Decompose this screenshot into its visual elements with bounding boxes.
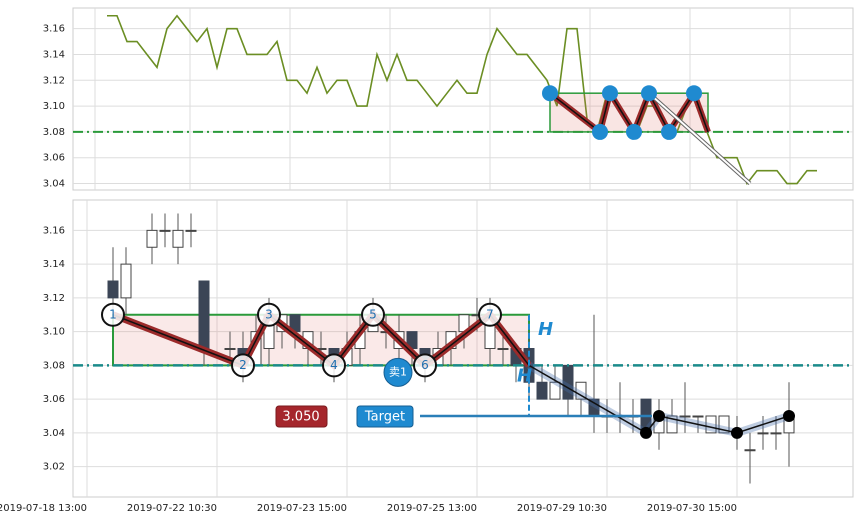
pattern-point: [413, 353, 437, 378]
target-arrow-inner: [648, 92, 751, 185]
candle-body: [198, 280, 210, 349]
x-tick-label: 2019-07-30 15:00: [647, 503, 737, 514]
top-frame: [72, 7, 854, 191]
candle-body: [536, 381, 548, 400]
y-tick-label: 3.16: [43, 24, 65, 35]
x-tick-label: 2019-07-22 10:30: [127, 503, 217, 514]
pattern-label: 7: [486, 307, 494, 321]
target-badge-text: Target: [364, 410, 405, 425]
x-tick-label: 2019-07-23 15:00: [257, 503, 347, 514]
candle-body: [497, 348, 509, 350]
pattern-point: [322, 353, 346, 378]
y-tick-label: 3.04: [43, 179, 65, 190]
pattern-point: [231, 353, 255, 378]
y-tick-label: 3.10: [43, 101, 65, 112]
pattern-point: [257, 302, 281, 327]
pattern-point: [101, 302, 125, 327]
pattern-label: 1: [109, 307, 117, 321]
candle-body: [679, 415, 691, 418]
candle-body: [757, 432, 769, 435]
candle-body: [692, 415, 704, 418]
y-tick-label: 3.16: [43, 225, 65, 236]
y-tick-label: 3.06: [43, 153, 65, 164]
x-tick-label: 2019-07-18 13:00: [0, 503, 87, 514]
bottom-frame: [72, 199, 854, 498]
pattern-point: [602, 85, 618, 102]
pattern-label: 4: [330, 358, 338, 372]
pattern-label: 2: [239, 358, 247, 372]
y-tick-label: 3.14: [43, 259, 65, 270]
pattern-point: [542, 85, 558, 102]
breakdown-point: [640, 426, 652, 439]
pattern-label: 6: [421, 358, 429, 372]
x-tick-label: 2019-07-29 10:30: [517, 503, 607, 514]
candle-body: [549, 381, 561, 400]
pattern-point: [478, 302, 502, 327]
y-tick-label: 3.02: [43, 462, 65, 473]
candle-body: [666, 415, 678, 434]
candle-body: [107, 280, 119, 299]
height-label: H: [517, 365, 532, 386]
x-tick-label: 2019-07-25 13:00: [387, 503, 477, 514]
pattern-label: 5: [369, 307, 377, 321]
candle-body: [120, 263, 132, 299]
target-badge: [356, 405, 414, 428]
candle-body: [172, 229, 184, 248]
candle-body: [185, 229, 197, 232]
breakdown-point: [731, 426, 743, 439]
y-tick-label: 3.08: [43, 127, 65, 138]
y-tick-label: 3.12: [43, 293, 65, 304]
signal-badge: [383, 357, 413, 387]
y-tick-label: 3.12: [43, 75, 65, 86]
candle-body: [744, 449, 756, 452]
price-line: [107, 14, 817, 186]
value-badge: [275, 405, 328, 428]
candle-body: [146, 229, 158, 248]
candle-body: [224, 348, 236, 350]
breakdown-point: [653, 410, 665, 422]
pattern-label: 3: [265, 307, 273, 321]
signal-badge-text: 卖1: [389, 365, 407, 378]
y-tick-label: 3.04: [43, 428, 65, 439]
pattern-point: [626, 123, 642, 140]
pattern-point: [661, 123, 677, 140]
candle-body: [159, 229, 171, 232]
y-tick-label: 3.06: [43, 394, 65, 405]
value-badge-text: 3.050: [282, 410, 319, 425]
candle-body: [718, 415, 730, 434]
candle-body: [575, 381, 587, 400]
height-label: H: [538, 319, 553, 340]
y-tick-label: 3.08: [43, 360, 65, 371]
pattern-point: [592, 123, 608, 140]
candle-body: [770, 432, 782, 435]
pattern-point: [641, 85, 657, 102]
candle-body: [705, 415, 717, 434]
pattern-point: [361, 302, 385, 327]
y-tick-label: 3.14: [43, 49, 65, 60]
breakdown-point: [783, 410, 795, 422]
pattern-point: [686, 85, 702, 102]
y-tick-label: 3.10: [43, 327, 65, 338]
